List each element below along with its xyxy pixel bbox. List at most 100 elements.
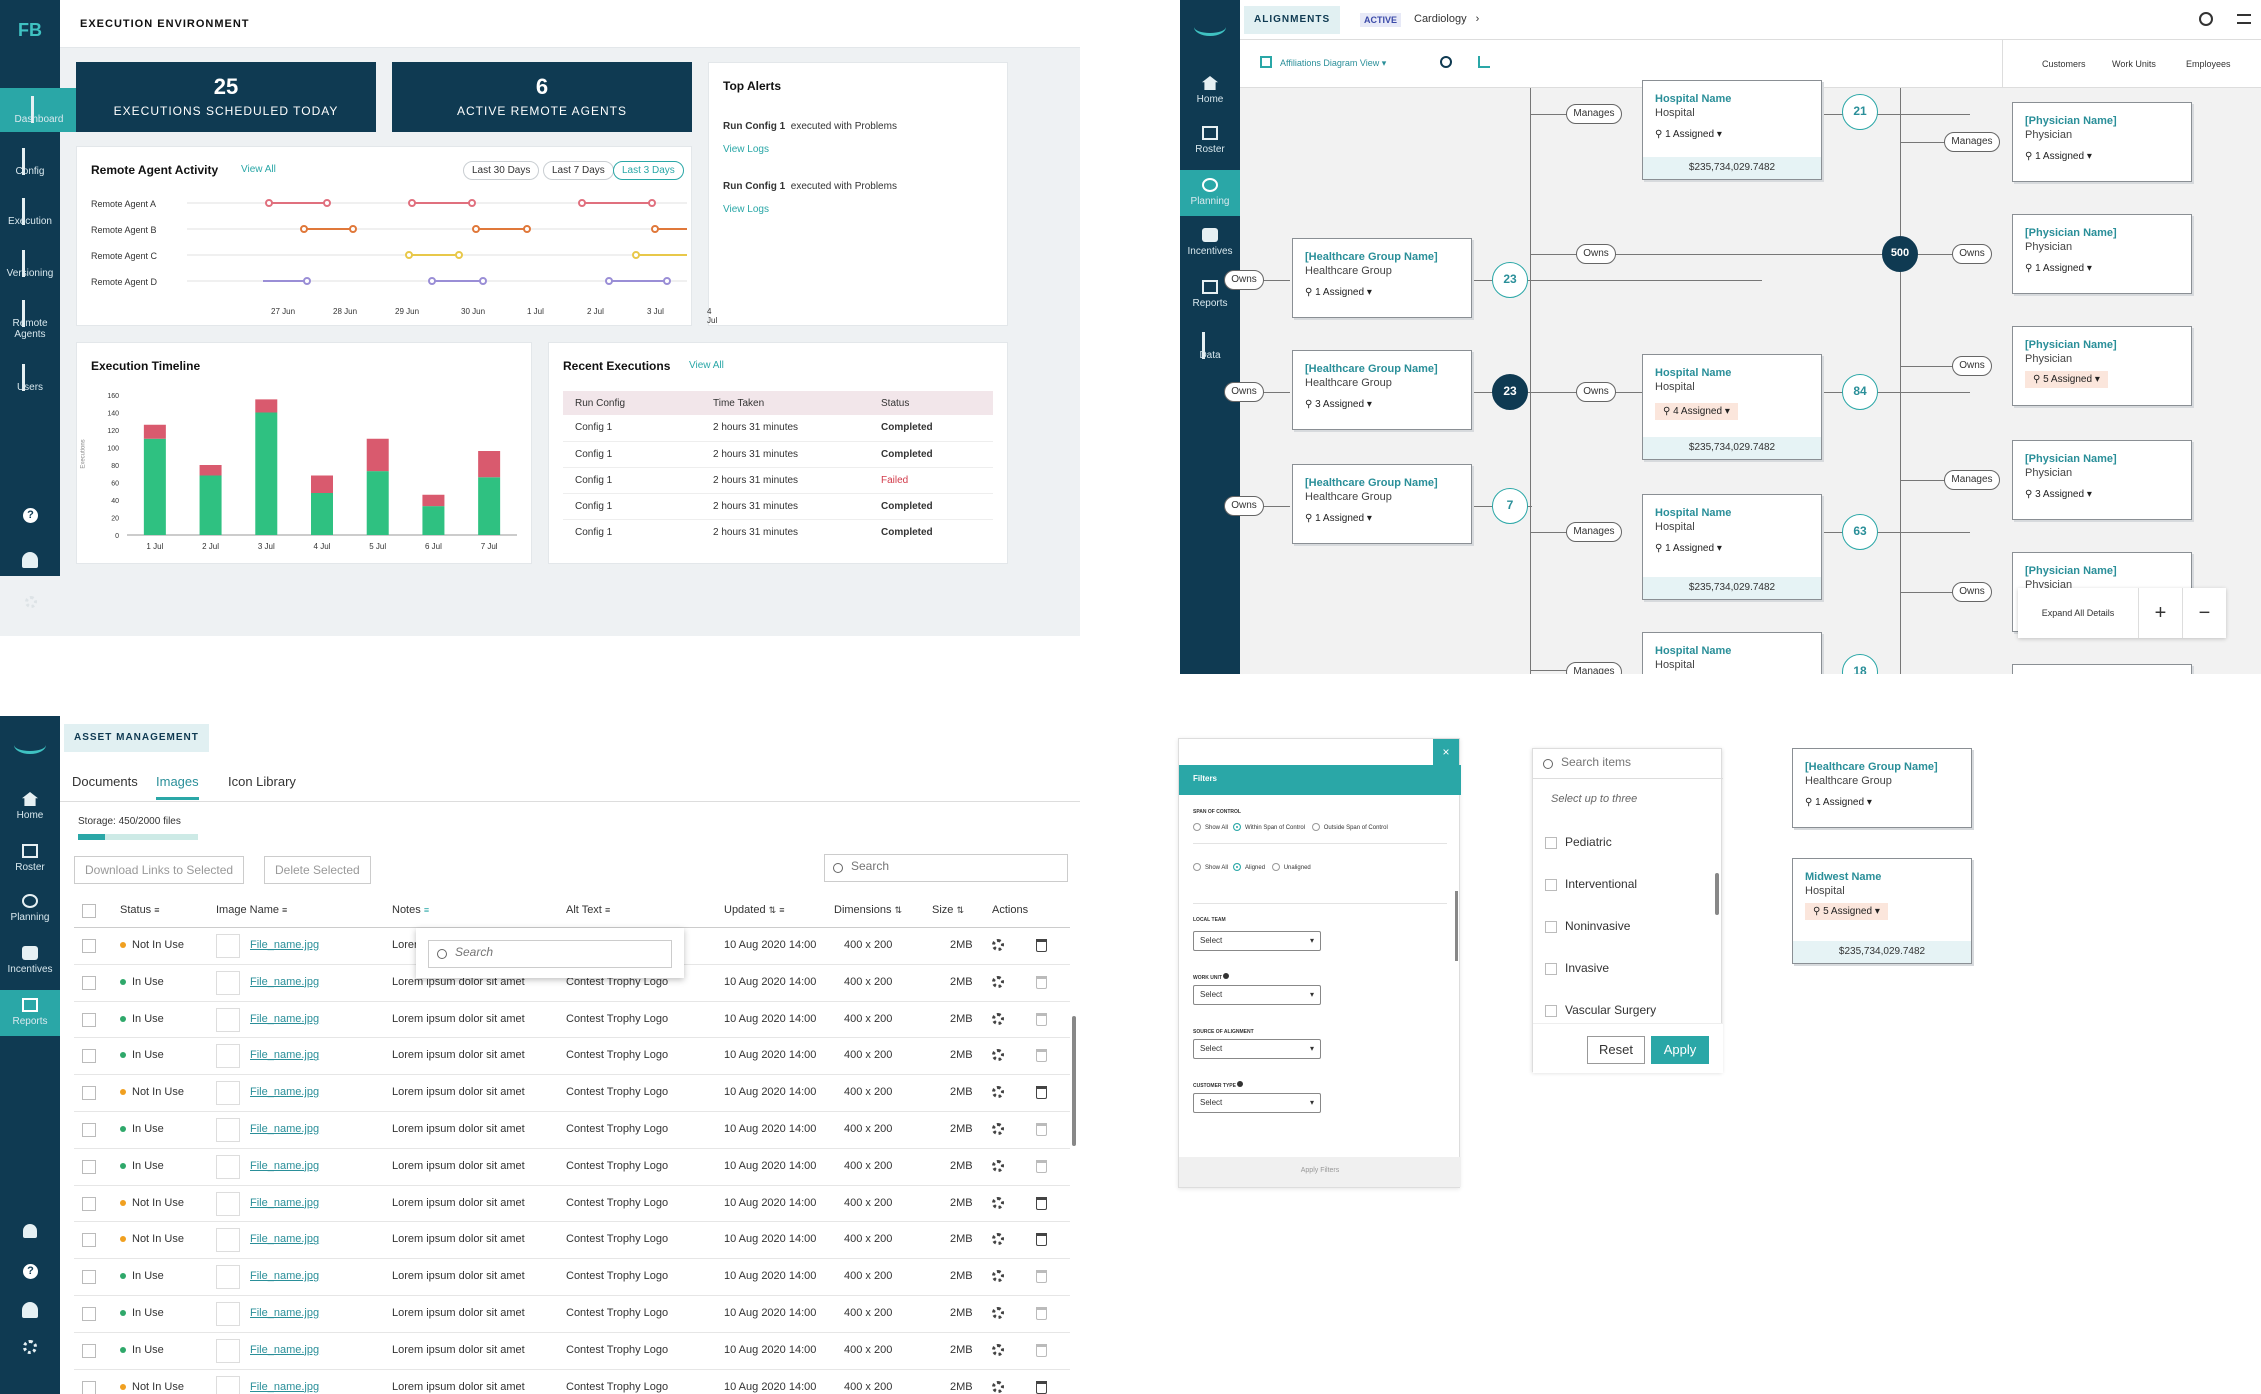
bar-segment[interactable] — [199, 465, 222, 476]
picker-scrollbar[interactable] — [1715, 873, 1719, 915]
scrollbar-track[interactable] — [1072, 1016, 1076, 1146]
settings-icon[interactable] — [992, 1270, 1004, 1283]
sidebar-item-incentives[interactable]: Incentives — [1180, 228, 1240, 257]
column-header-alt-text[interactable]: Alt Text ≡ — [566, 904, 610, 916]
picker-search-input[interactable] — [1561, 755, 1711, 769]
row-checkbox[interactable] — [82, 1306, 96, 1321]
settings-icon[interactable] — [992, 1086, 1004, 1099]
sidebar-item-reports[interactable]: Reports — [0, 990, 60, 1036]
delete-selected-button[interactable]: Delete Selected — [264, 856, 371, 884]
count-badge[interactable]: 84 — [1842, 374, 1878, 410]
trash-icon[interactable] — [1036, 1159, 1047, 1173]
count-badge[interactable]: 21 — [1842, 94, 1878, 130]
trash-icon[interactable] — [1036, 1049, 1047, 1063]
sidebar-item-config[interactable]: Config — [0, 148, 60, 177]
range-30-days[interactable]: Last 30 Days — [463, 161, 540, 180]
view-select[interactable]: Affiliations Diagram View ▾ — [1280, 58, 1386, 69]
search-icon[interactable] — [2199, 12, 2213, 26]
image-name-link[interactable]: File_name.jpg — [250, 1159, 320, 1172]
image-name-link[interactable]: File_name.jpg — [250, 1306, 320, 1319]
row-checkbox[interactable] — [82, 1270, 96, 1285]
item-checkbox[interactable] — [1545, 920, 1557, 933]
popup-search-field[interactable] — [428, 940, 672, 968]
item-checkbox[interactable] — [1545, 1004, 1557, 1017]
sidebar-item-data[interactable]: Data — [1180, 332, 1240, 361]
row-checkbox[interactable] — [82, 1086, 96, 1101]
assigned-dropdown[interactable]: ⚲ 5 Assigned ▾ — [1805, 903, 1888, 920]
settings-icon[interactable] — [23, 1340, 37, 1354]
settings-icon[interactable] — [992, 1306, 1004, 1319]
image-name-link[interactable]: File_name.jpg — [250, 1012, 320, 1025]
bar-segment[interactable] — [199, 475, 222, 536]
image-name-link[interactable]: File_name.jpg — [250, 1049, 320, 1062]
bar-segment[interactable] — [478, 477, 501, 535]
breadcrumb[interactable]: Cardiology › — [1414, 13, 1479, 25]
table-row[interactable]: Config 1 2 hours 31 minutes Completed — [563, 493, 993, 519]
assigned-dropdown[interactable]: ⚲ 1 Assigned ▾ — [1655, 129, 1722, 140]
hospital-node[interactable]: Hospital Name Hospital ⚲ 1 Assigned ▾ $2… — [1642, 494, 1822, 600]
healthcare-group-node[interactable]: [Healthcare Group Name] Healthcare Group… — [1292, 464, 1472, 544]
radio-show-all[interactable]: Show All — [1193, 863, 1228, 871]
bar-segment[interactable] — [366, 438, 389, 472]
tab-documents[interactable]: Documents — [72, 774, 138, 789]
table-row[interactable]: Config 1 2 hours 31 minutes Completed — [563, 519, 993, 545]
zoom-in-button[interactable]: + — [2138, 588, 2182, 638]
table-row[interactable]: In Use File_name.jpg Lorem ipsum dolor sit… — [74, 1333, 1070, 1370]
bar-segment[interactable] — [422, 506, 445, 535]
help-icon[interactable]: ? — [23, 508, 38, 523]
settings-icon[interactable] — [992, 1233, 1004, 1246]
customer-type-select[interactable]: Select — [1193, 1093, 1321, 1113]
table-row[interactable]: Config 1 2 hours 31 minutes Completed — [563, 441, 993, 467]
bar-segment[interactable] — [311, 493, 333, 535]
bar-segment[interactable] — [311, 475, 333, 494]
row-checkbox[interactable] — [82, 1122, 96, 1137]
table-row[interactable]: In Use File_name.jpg Lorem ipsum dolor sit… — [74, 1296, 1070, 1333]
column-header-image-name[interactable]: Image Name ≡ — [216, 904, 287, 916]
row-checkbox[interactable] — [82, 939, 96, 953]
row-checkbox[interactable] — [82, 975, 96, 990]
table-row[interactable]: Not In Use File_name.jpg Lorem ipsum dolor… — [74, 1222, 1070, 1260]
sidebar-item-dashboard[interactable]: Dashboard — [0, 88, 78, 132]
assigned-dropdown[interactable]: ⚲ 1 Assigned ▾ — [2025, 263, 2092, 274]
sidebar-item-execution[interactable]: Execution — [0, 198, 60, 227]
trash-icon[interactable] — [1036, 1086, 1047, 1100]
trash-icon[interactable] — [1036, 1270, 1047, 1284]
sidebar-item-roster[interactable]: Roster — [0, 844, 60, 873]
image-name-link[interactable]: File_name.jpg — [250, 975, 320, 988]
image-name-link[interactable]: File_name.jpg — [250, 1122, 320, 1135]
item-checkbox[interactable] — [1545, 836, 1557, 849]
view-logs-link[interactable]: View Logs — [723, 204, 769, 215]
trash-icon[interactable] — [1036, 975, 1047, 989]
table-row[interactable]: Not In Use File_name.jpg Lorem ipsum dolor… — [74, 1186, 1070, 1223]
sidebar-item-home[interactable]: Home — [1180, 76, 1240, 105]
trash-icon[interactable] — [1036, 1012, 1047, 1026]
bar-segment[interactable] — [143, 424, 166, 439]
row-checkbox[interactable] — [82, 1380, 96, 1394]
count-badge[interactable]: 7 — [1492, 488, 1528, 524]
hierarchy-icon[interactable] — [1440, 56, 1452, 68]
assigned-dropdown[interactable]: ⚲ 3 Assigned ▾ — [2025, 489, 2092, 500]
assigned-dropdown[interactable]: ⚲ 4 Assigned ▾ — [1655, 403, 1738, 420]
healthcare-group-node[interactable]: [Healthcare Group Name] Healthcare Group… — [1292, 350, 1472, 430]
settings-icon[interactable] — [992, 975, 1004, 988]
local-team-select[interactable]: Select — [1193, 931, 1321, 951]
count-badge[interactable]: 500 — [1882, 236, 1918, 272]
image-name-link[interactable]: File_name.jpg — [250, 1343, 320, 1356]
table-row[interactable]: Config 1 2 hours 31 minutes Completed — [563, 415, 993, 441]
expand-details-button[interactable]: Expand All Details — [2041, 608, 2115, 618]
work-unit-select[interactable]: Select — [1193, 985, 1321, 1005]
filter-icon[interactable] — [2237, 14, 2251, 24]
assigned-dropdown[interactable]: ⚲ 1 Assigned ▾ — [1305, 513, 1372, 524]
settings-icon[interactable] — [25, 596, 37, 608]
physician-node[interactable]: [Physician Name] Physician ⚲ 5 Assigned … — [2012, 326, 2192, 406]
assigned-dropdown[interactable]: ⚲ 3 Assigned ▾ — [1305, 399, 1372, 410]
item-checkbox[interactable] — [1545, 962, 1557, 975]
sidebar-item-planning[interactable]: Planning — [1180, 170, 1240, 216]
filters-scrollbar[interactable] — [1455, 891, 1458, 961]
picker-list-item[interactable]: Pediatric — [1545, 835, 1612, 849]
sidebar-item-incentives[interactable]: Incentives — [0, 946, 60, 975]
count-badge[interactable]: 23 — [1492, 262, 1528, 298]
team-icon[interactable] — [22, 552, 38, 568]
tab-images[interactable]: Images — [156, 774, 199, 800]
table-row[interactable]: In Use File_name.jpg Lorem ipsum dolor sit… — [74, 1149, 1070, 1186]
